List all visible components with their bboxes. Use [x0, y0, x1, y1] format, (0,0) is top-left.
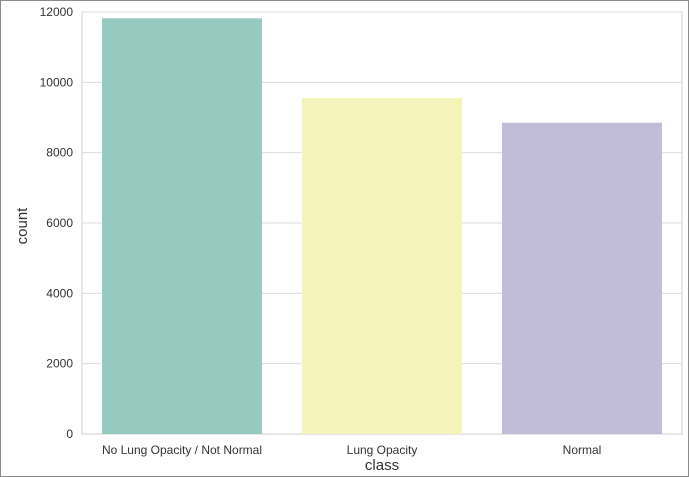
bar-2	[502, 122, 662, 434]
x-tick-label: Normal	[563, 443, 602, 457]
x-tick-label: No Lung Opacity / Not Normal	[102, 443, 262, 457]
x-tick-labels: No Lung Opacity / Not Normal Lung Opacity…	[102, 443, 601, 457]
bar-1	[302, 97, 462, 435]
bar-0	[102, 18, 262, 435]
x-tick-label: Lung Opacity	[347, 443, 418, 457]
y-tick-label: 12000	[40, 5, 74, 19]
y-tick-labels: 0 2000 4000 6000 8000 10000 12000	[40, 5, 74, 441]
y-tick-label: 6000	[46, 216, 73, 230]
y-tick-label: 2000	[46, 357, 73, 371]
y-tick-label: 8000	[46, 146, 73, 160]
y-axis-title: count	[14, 207, 31, 245]
y-tick-label: 0	[66, 427, 73, 441]
x-axis-title: class	[365, 457, 399, 474]
y-tick-label: 4000	[46, 286, 73, 300]
y-tick-label: 10000	[40, 75, 74, 89]
bars	[102, 18, 662, 435]
